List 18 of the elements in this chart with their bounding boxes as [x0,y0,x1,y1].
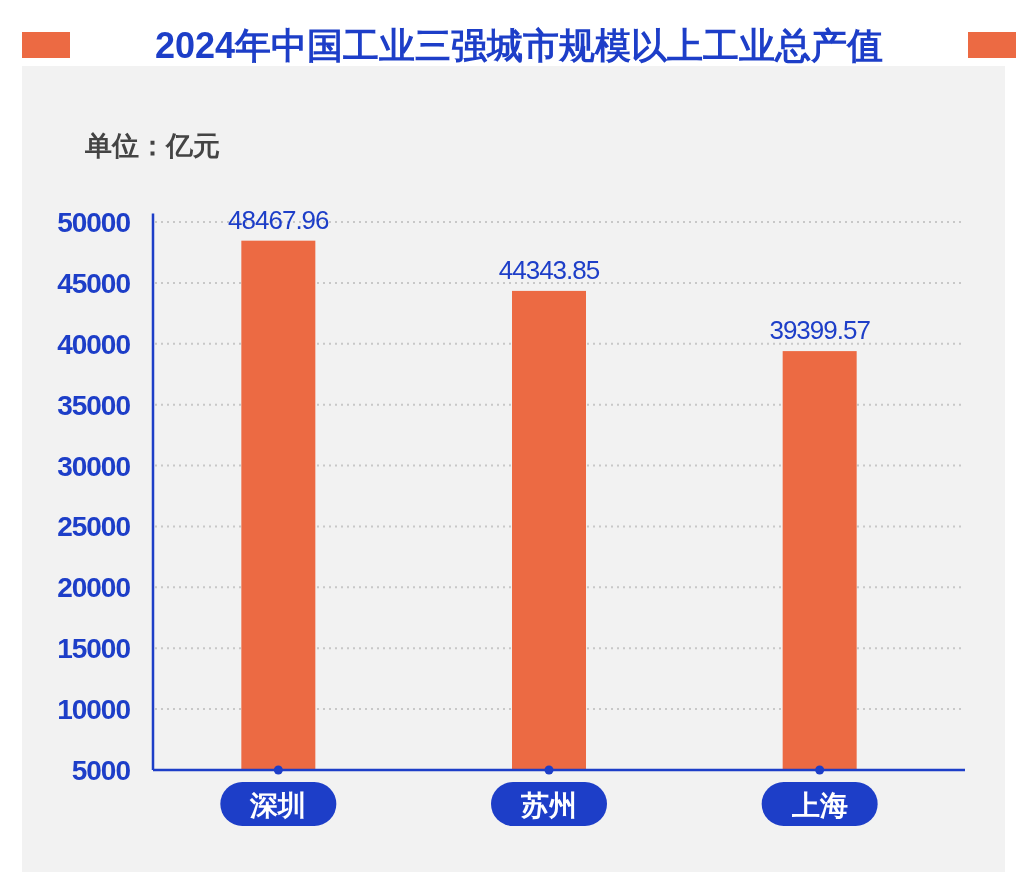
y-tick-label: 10000 [57,694,131,726]
y-tick-label: 50000 [57,207,131,239]
y-tick-label: 25000 [57,511,131,543]
data-label: 44343.85 [498,254,600,285]
y-tick-label: 15000 [57,633,131,665]
y-tick-label: 30000 [57,450,131,482]
y-tick-label: 45000 [57,267,131,299]
text: 单位：亿元 [84,131,220,161]
x-tick-label: 深圳 [249,790,307,821]
y-tick-label: 35000 [57,389,131,421]
chart-title: 2024年中国工业三强城市规模以上工业总产值 [154,25,884,66]
y-tick-label: 5000 [71,755,131,786]
x-tick-label: 上海 [790,790,848,821]
y-tick-label: 20000 [57,572,131,604]
y-tick-label: 40000 [57,328,131,360]
data-label: 48467.96 [228,204,330,235]
x-tick-label: 苏州 [520,790,577,821]
data-label: 39399.57 [769,315,871,346]
